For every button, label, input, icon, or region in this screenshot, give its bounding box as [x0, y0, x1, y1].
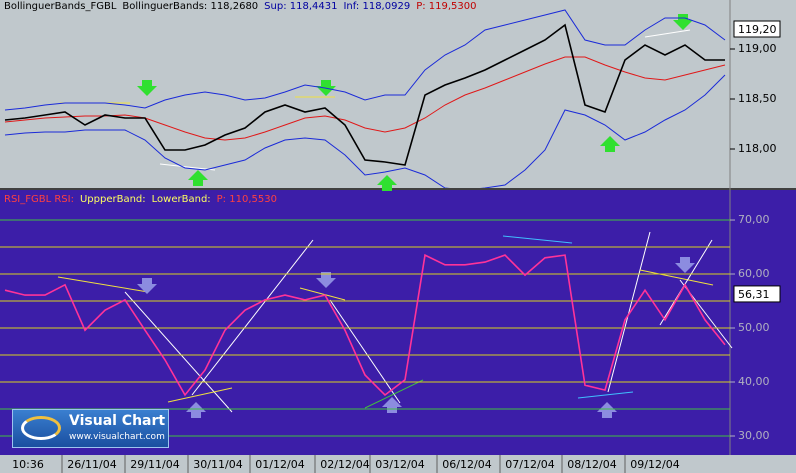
annotations — [57, 14, 733, 418]
x-tick-label: 07/12/04 — [505, 458, 554, 471]
y-tick-label: 40,00 — [738, 375, 770, 388]
header-item: P: 119,5300 — [416, 1, 477, 12]
x-tick-label: 06/12/04 — [442, 458, 491, 471]
y-tick-label: 118,50 — [738, 92, 777, 105]
x-tick-label: 01/12/04 — [255, 458, 304, 471]
y-tick-label: 70,00 — [738, 213, 770, 226]
y-tick-label: 118,00 — [738, 142, 777, 155]
logo: Visual Chart www.visualchart.com — [12, 409, 169, 448]
rsi-axis — [730, 190, 796, 455]
logo-url: www.visualchart.com — [69, 432, 165, 442]
series-line — [4, 56, 726, 141]
y-tick-label: 50,00 — [738, 321, 770, 334]
y-tick-label: 60,00 — [738, 267, 770, 280]
logo-icon — [21, 416, 61, 440]
series-line — [4, 253, 726, 397]
series-line — [4, 23, 725, 166]
x-tick-label: 09/12/04 — [630, 458, 679, 471]
header-item: Sup: 118,4431 — [264, 1, 338, 12]
y-tick-label: 30,00 — [738, 429, 770, 442]
rsi-header: RSI_FGBL RSI: UppperBand: LowerBand: P: 110… — [4, 194, 277, 205]
current-value-label: 119,20 — [738, 23, 777, 36]
current-value-box — [733, 20, 781, 38]
x-tick-label: 30/11/04 — [193, 458, 242, 471]
x-tick-label: 26/11/04 — [67, 458, 116, 471]
panel-divider — [0, 188, 796, 190]
header-item: LowerBand: — [151, 194, 211, 205]
header-item: UppperBand: — [79, 194, 146, 205]
price-header: BollinguerBands_FGBL BollinguerBands: 118… — [4, 1, 476, 12]
logo-title: Visual Chart — [69, 413, 166, 429]
price-panel — [0, 0, 796, 188]
series-group — [4, 9, 726, 188]
y-tick-label: 119,00 — [738, 42, 777, 55]
x-tick-label: 02/12/04 — [320, 458, 369, 471]
x-tick-label: 03/12/04 — [375, 458, 424, 471]
series-line — [4, 74, 726, 188]
current-value-label: 56,31 — [738, 288, 770, 301]
date-axis — [0, 455, 796, 473]
header-item: BollinguerBands_FGBL — [4, 1, 117, 12]
header-item: Inf: 118,0929 — [343, 1, 411, 12]
x-tick-label: 08/12/04 — [567, 458, 616, 471]
series-line — [4, 9, 726, 111]
header-item: P: 110,5530 — [216, 194, 277, 205]
x-tick-label: 10:36 — [12, 458, 44, 471]
series-group — [4, 253, 726, 397]
header-item: RSI_FGBL RSI: — [4, 194, 74, 205]
x-tick-label: 29/11/04 — [130, 458, 179, 471]
header-item: BollinguerBands: 118,2680 — [122, 1, 259, 12]
current-value-box — [733, 285, 781, 303]
